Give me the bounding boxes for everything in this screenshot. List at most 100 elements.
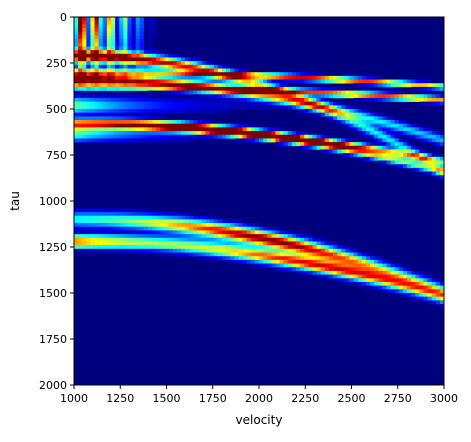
heatmap-cell xyxy=(139,241,145,246)
heatmap-cell xyxy=(201,64,206,69)
heatmap-cell xyxy=(349,79,354,84)
heatmap-cell xyxy=(90,24,95,29)
heatmap-cell xyxy=(90,112,95,117)
heatmap-cell xyxy=(90,42,95,47)
heatmap-cell xyxy=(135,24,141,29)
heatmap-cell xyxy=(337,116,342,121)
heatmap-cell xyxy=(168,57,173,62)
heatmap-cell xyxy=(78,131,83,136)
heatmap-cell xyxy=(254,83,260,88)
heatmap-cell xyxy=(378,134,383,139)
heatmap-cell xyxy=(353,116,358,121)
heatmap-cell xyxy=(135,42,141,47)
heatmap-cell xyxy=(423,86,428,91)
heatmap-cell xyxy=(168,120,173,125)
heatmap-cell xyxy=(316,134,321,139)
heatmap-cell xyxy=(172,223,178,228)
heatmap-cell xyxy=(127,116,132,121)
heatmap-cell xyxy=(131,127,136,132)
heatmap-cell xyxy=(296,94,301,99)
heatmap-cell xyxy=(279,252,284,257)
heatmap-cell xyxy=(74,219,79,224)
heatmap-cell xyxy=(271,131,276,136)
heatmap-cell xyxy=(320,142,326,147)
heatmap-cell xyxy=(119,237,124,242)
heatmap-cell xyxy=(415,289,420,294)
heatmap-cell xyxy=(419,131,424,136)
heatmap-cell xyxy=(357,156,363,161)
heatmap-cell xyxy=(168,109,173,113)
heatmap-cell xyxy=(172,212,178,217)
heatmap-cell xyxy=(394,270,400,275)
heatmap-cell xyxy=(283,94,289,99)
heatmap-cell xyxy=(78,241,83,246)
heatmap-cell xyxy=(402,156,408,161)
heatmap-cell xyxy=(189,138,194,143)
heatmap-cell xyxy=(180,61,186,66)
heatmap-cell xyxy=(378,116,383,121)
heatmap-cell xyxy=(78,112,83,117)
heatmap-cell xyxy=(349,123,354,128)
heatmap-cell xyxy=(238,86,243,91)
heatmap-cell xyxy=(427,97,432,102)
heatmap-cell xyxy=(205,123,210,128)
heatmap-cell xyxy=(394,97,400,102)
heatmap-cell xyxy=(139,212,145,217)
heatmap-cell xyxy=(407,285,412,290)
heatmap-cell xyxy=(197,215,202,220)
heatmap-cell xyxy=(78,237,83,242)
heatmap-cell xyxy=(135,35,141,40)
heatmap-cell xyxy=(94,248,99,253)
heatmap-cell xyxy=(152,50,157,55)
heatmap-cell xyxy=(238,245,243,250)
heatmap-cell xyxy=(127,223,132,228)
heatmap-cell xyxy=(119,68,124,73)
heatmap-cell xyxy=(82,53,87,58)
heatmap-cell xyxy=(86,46,91,51)
heatmap-cell xyxy=(131,64,136,69)
heatmap-cell xyxy=(386,267,391,272)
heatmap-cell xyxy=(111,79,116,84)
heatmap-cell xyxy=(378,142,383,147)
heatmap-cell xyxy=(378,145,383,150)
heatmap-cell xyxy=(296,241,301,246)
heatmap-cell xyxy=(308,101,313,106)
heatmap-cell xyxy=(411,270,416,275)
heatmap-cell xyxy=(378,83,383,88)
heatmap-cell xyxy=(185,83,190,88)
heatmap-cell xyxy=(131,42,136,47)
heatmap-cell xyxy=(201,109,206,113)
heatmap-cell xyxy=(398,267,404,272)
heatmap-cell xyxy=(365,142,371,147)
heatmap-cell xyxy=(78,50,83,55)
heatmap-cell xyxy=(291,79,297,84)
heatmap-cell xyxy=(189,90,194,95)
heatmap-cell xyxy=(143,134,149,139)
heatmap-cell xyxy=(345,149,350,154)
heatmap-cell xyxy=(390,153,395,158)
heatmap-cell xyxy=(160,131,165,136)
heatmap-cell xyxy=(250,256,256,261)
heatmap-cell xyxy=(267,131,272,136)
heatmap-cell xyxy=(328,142,334,147)
heatmap-cell xyxy=(254,101,260,106)
heatmap-cell xyxy=(127,131,132,136)
heatmap-cell xyxy=(304,131,309,136)
heatmap-cell xyxy=(143,97,149,102)
heatmap-cell xyxy=(279,138,284,143)
heatmap-cell xyxy=(271,237,276,242)
heatmap-cell xyxy=(394,123,400,128)
heatmap-cell xyxy=(172,72,178,77)
heatmap-cell xyxy=(419,83,424,88)
heatmap-cell xyxy=(349,120,354,125)
heatmap-cell xyxy=(374,263,379,268)
heatmap-cell xyxy=(139,134,145,139)
heatmap-cell xyxy=(135,46,141,51)
heatmap-cell xyxy=(148,101,153,106)
heatmap-cell xyxy=(152,223,157,228)
heatmap-cell xyxy=(390,90,395,95)
heatmap-cell xyxy=(378,97,383,102)
heatmap-cell xyxy=(427,127,432,132)
heatmap-cell xyxy=(98,79,104,84)
heatmap-cell xyxy=(246,72,252,77)
